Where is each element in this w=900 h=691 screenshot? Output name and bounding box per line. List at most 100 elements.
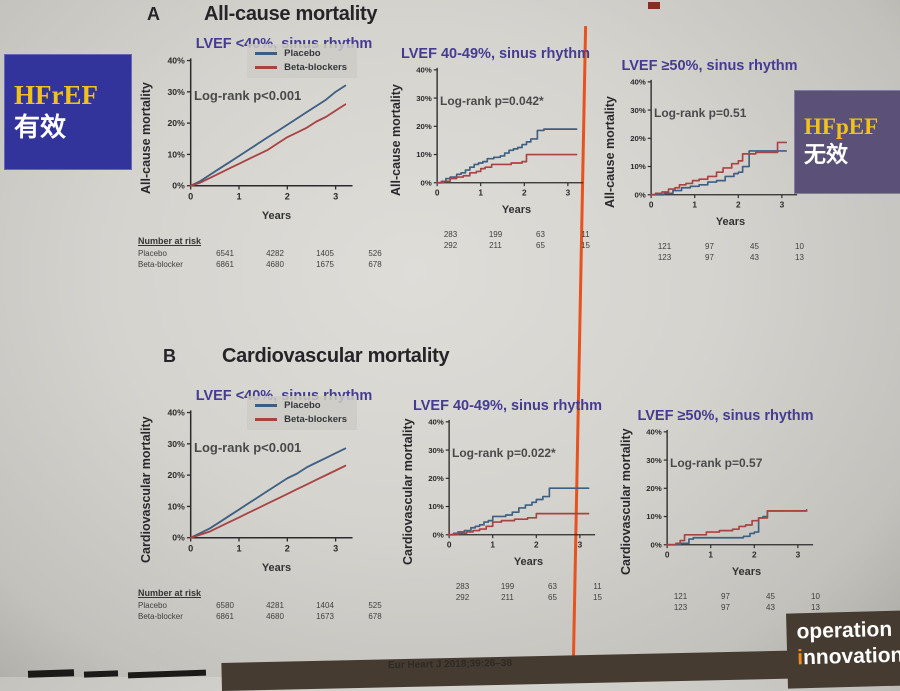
- svg-text:2: 2: [534, 540, 539, 549]
- svg-text:3: 3: [333, 192, 338, 202]
- svg-text:0%: 0%: [433, 530, 444, 539]
- number-at-risk-table: 283 199 63 11 292 211 65 15: [388, 230, 603, 250]
- risk-value: 199: [500, 582, 515, 591]
- hfref-annotation-box: HFrEF 有效: [4, 54, 132, 170]
- svg-text:0: 0: [435, 188, 440, 197]
- risk-value: 63: [536, 230, 545, 239]
- svg-text:0%: 0%: [172, 181, 185, 191]
- svg-text:1: 1: [692, 200, 697, 209]
- risk-value: 15: [581, 241, 590, 250]
- hfpef-annotation-box: HFpEF 无效: [794, 90, 900, 194]
- svg-text:1: 1: [478, 188, 483, 197]
- risk-value: 4281: [266, 601, 284, 610]
- km-chart-b1: 0% 10% 20% 30% 40% 0 1 2 3: [167, 408, 353, 554]
- number-at-risk-table: 121 97 45 10 123 97 43 13: [618, 592, 833, 612]
- svg-text:0%: 0%: [635, 190, 646, 199]
- km-chart-b2: 0% 10% 20% 30% 40% 0 1 2 3: [428, 418, 596, 549]
- section-b-title: Cardiovascular mortality: [222, 345, 450, 367]
- km-plot: Placebo Beta-blockers 0% 10% 20% 30% 40% 0 1 2 3…: [154, 44, 359, 222]
- logrank-label: Log-rank p=0.51: [654, 106, 747, 120]
- km-chart-a2: 0% 10% 20% 30% 40% 0 1 2 3: [416, 66, 584, 197]
- risk-row-placebo: 283 199 63 11: [428, 230, 603, 239]
- risk-value: 11: [581, 230, 590, 239]
- svg-text:2: 2: [752, 550, 757, 559]
- svg-text:20%: 20%: [428, 474, 444, 483]
- svg-text:20%: 20%: [416, 122, 432, 131]
- legend-label-beta-blockers: Beta-blockers: [284, 414, 347, 425]
- number-at-risk-table: 121 97 45 10 123 97 43 13: [602, 242, 817, 262]
- risk-value: 43: [750, 253, 759, 262]
- svg-text:1: 1: [708, 550, 713, 559]
- risk-value: 13: [795, 253, 804, 262]
- section-a-label: A: [147, 4, 160, 24]
- panel-heading: LVEF ≥50%, sinus rhythm: [637, 408, 814, 424]
- svg-text:3: 3: [333, 544, 338, 554]
- panel-heading: LVEF 40-49%, sinus rhythm: [400, 46, 591, 62]
- y-axis-label: Cardiovascular mortality: [139, 416, 153, 564]
- y-axis-label: All-cause mortality: [139, 82, 153, 194]
- svg-text:0%: 0%: [651, 540, 662, 549]
- risk-value: 4680: [266, 612, 284, 621]
- x-axis-label: Years: [261, 210, 292, 222]
- placebo-line-swatch: [255, 52, 278, 55]
- svg-text:20%: 20%: [630, 134, 646, 143]
- number-at-risk-table: Number at risk Placebo 6541 4282 1405 52…: [138, 236, 400, 269]
- risk-row-beta-blocker: 123 97 43 13: [658, 603, 833, 612]
- logrank-label: Log-rank p<0.001: [194, 88, 302, 103]
- svg-text:2: 2: [285, 192, 290, 202]
- km-plot: 0% 10% 20% 30% 40% 0 1 2 3 Log-rank p=0.57 Years: [634, 426, 819, 578]
- risk-value: 525: [368, 601, 382, 610]
- risk-value: 10: [795, 242, 804, 251]
- risk-value: 6861: [216, 260, 234, 269]
- photo-artifact: [648, 2, 660, 9]
- risk-value: 123: [657, 253, 672, 262]
- risk-row-beta-blocker: 292 211 65 15: [428, 241, 603, 250]
- svg-text:30%: 30%: [167, 439, 185, 449]
- risk-value: 292: [455, 593, 470, 602]
- number-at-risk-table: Number at risk Placebo 6580 4281 1404 52…: [138, 588, 400, 621]
- x-axis-label: Years: [715, 216, 746, 228]
- risk-row-beta-blocker: 123 97 43 13: [642, 253, 817, 262]
- svg-text:0%: 0%: [421, 178, 432, 187]
- svg-text:40%: 40%: [428, 418, 444, 427]
- placebo-line-swatch: [255, 404, 278, 407]
- svg-text:30%: 30%: [167, 87, 185, 97]
- x-axis-label: Years: [501, 204, 532, 216]
- risk-value: 1405: [316, 249, 334, 258]
- svg-text:3: 3: [796, 550, 801, 559]
- svg-text:40%: 40%: [167, 56, 185, 66]
- svg-text:30%: 30%: [630, 106, 646, 115]
- risk-value: 121: [673, 592, 688, 601]
- svg-text:40%: 40%: [646, 428, 662, 437]
- svg-text:0: 0: [649, 200, 654, 209]
- x-axis-label: Years: [513, 556, 544, 568]
- risk-value: 199: [488, 230, 503, 239]
- logrank-label: Log-rank p=0.57: [670, 456, 763, 470]
- hfpef-text: HFpEF: [804, 114, 879, 140]
- risk-value: 45: [766, 592, 775, 601]
- svg-text:30%: 30%: [428, 446, 444, 455]
- beta-blockers-line-swatch: [255, 418, 278, 421]
- risk-value: 6541: [216, 249, 234, 258]
- svg-text:40%: 40%: [416, 66, 432, 75]
- legend-label-placebo: Placebo: [284, 400, 321, 411]
- risk-value: 1675: [316, 260, 334, 269]
- chart-legend: Placebo Beta-blockers: [247, 44, 357, 78]
- risk-value: 4282: [266, 249, 284, 258]
- risk-value: 678: [368, 612, 382, 621]
- risk-value: 13: [811, 603, 820, 612]
- svg-text:3: 3: [780, 200, 785, 209]
- risk-value: 292: [443, 241, 458, 250]
- risk-value: 526: [368, 249, 382, 258]
- x-axis-label: Years: [261, 562, 292, 574]
- logrank-label: Log-rank p=0.022*: [452, 446, 556, 460]
- svg-text:3: 3: [578, 540, 583, 549]
- svg-text:10%: 10%: [630, 162, 646, 171]
- svg-text:0: 0: [188, 544, 193, 554]
- km-chart-a3: 0% 10% 20% 30% 40% 0 1 2 3: [630, 78, 798, 209]
- risk-title: Number at risk: [138, 588, 202, 598]
- beta-blockers-line-swatch: [255, 66, 278, 69]
- svg-text:40%: 40%: [167, 408, 185, 418]
- photo-artifact: [127, 669, 207, 679]
